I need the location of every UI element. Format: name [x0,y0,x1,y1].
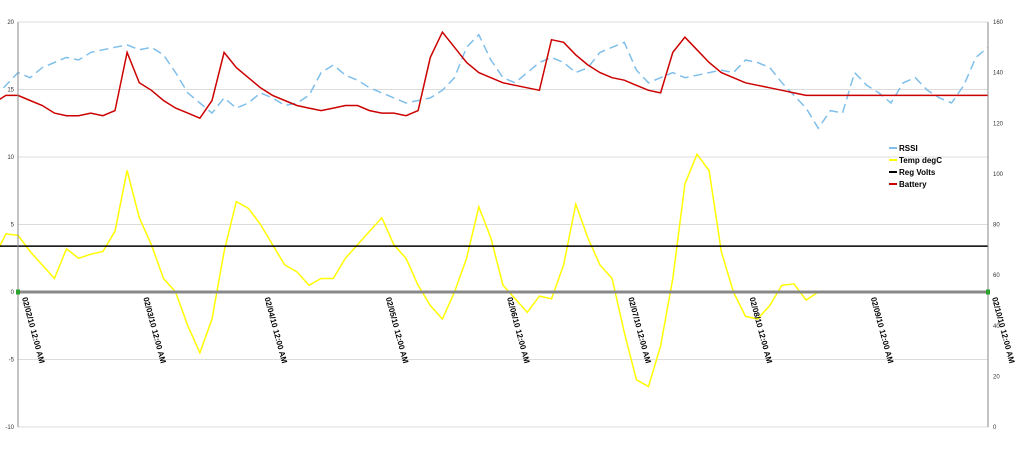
right-tick-label: 160 [993,20,1004,26]
right-tick-label: 100 [993,172,1004,178]
left-axis-ticks: 20 15 10 5 0 -5 -10 [5,20,14,431]
left-tick-label: -10 [5,425,14,431]
left-tick-label: 20 [7,20,14,26]
baseline-end-marker [986,289,990,295]
right-tick-label: 60 [993,273,1000,279]
left-tick-label: 15 [7,88,14,94]
right-tick-label: 20 [993,374,1000,380]
right-tick-label: 120 [993,121,1004,127]
series-line-rssi [0,33,989,130]
baseline-start-marker [16,289,20,295]
axes [16,22,990,427]
right-tick-label: 140 [993,71,1004,77]
right-tick-label: 0 [993,425,997,431]
legend-label: Battery [899,180,927,189]
legend-label: Reg Volts [899,168,936,177]
left-tick-label: 5 [11,223,15,229]
legend-label: Temp degC [899,156,942,165]
right-tick-label: 80 [993,223,1000,229]
right-tick-label: 40 [993,324,1000,330]
left-tick-label: -5 [9,358,15,364]
legend: RSSI Temp degC Reg Volts Battery [889,144,942,189]
right-axis-ticks: 160 140 120 100 80 60 40 20 0 [993,20,1004,431]
left-tick-label: 10 [7,155,14,161]
legend-label: RSSI [899,144,918,153]
series-line-battery [0,30,988,120]
left-tick-label: 0 [11,290,15,296]
